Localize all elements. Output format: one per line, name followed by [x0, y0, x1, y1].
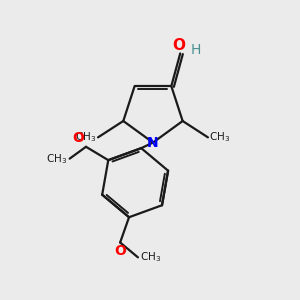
Text: CH$_3$: CH$_3$ — [140, 250, 162, 264]
Text: O: O — [114, 244, 126, 258]
Text: O: O — [73, 131, 85, 145]
Text: CH$_3$: CH$_3$ — [46, 152, 67, 166]
Text: O: O — [172, 38, 185, 52]
Text: H: H — [190, 44, 201, 57]
Text: CH$_3$: CH$_3$ — [75, 130, 97, 144]
Text: N: N — [147, 136, 159, 150]
Text: CH$_3$: CH$_3$ — [209, 130, 231, 144]
